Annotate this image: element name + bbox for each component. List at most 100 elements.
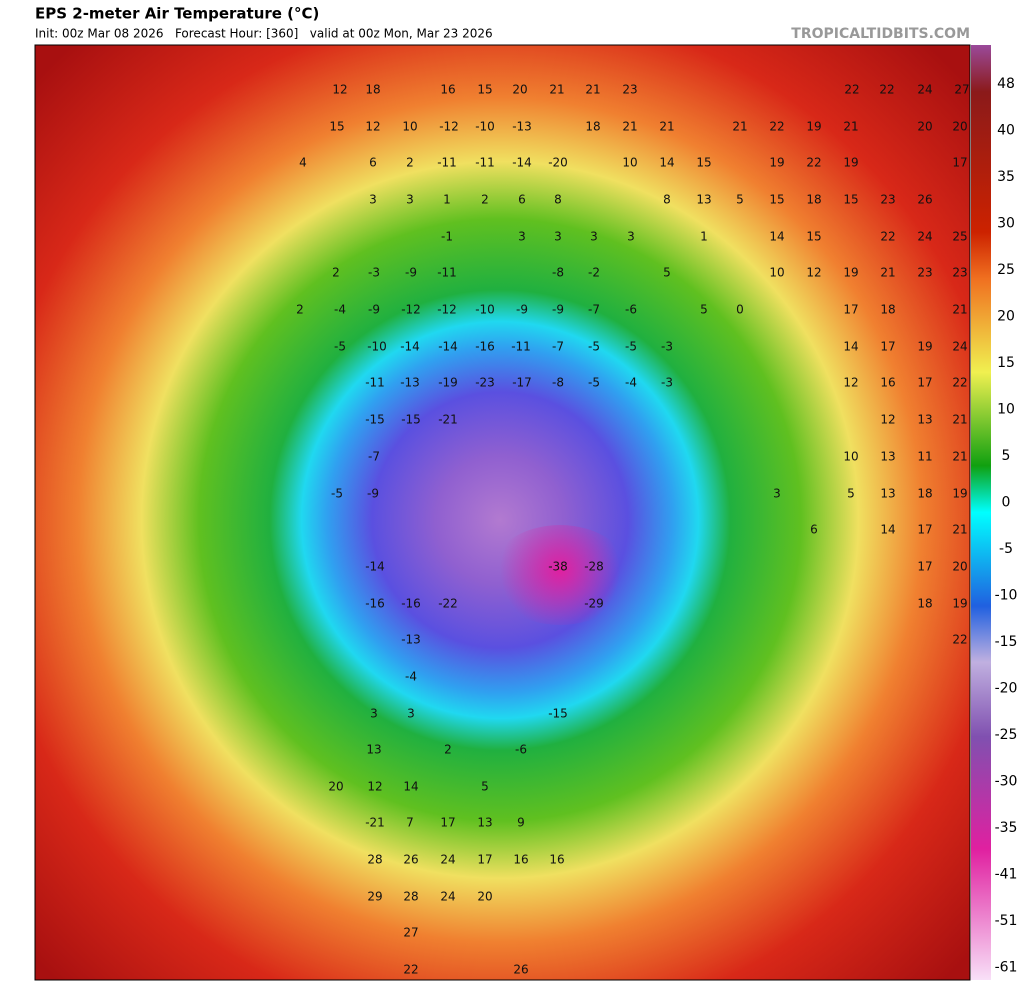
temperature-label: 17 [477,853,492,867]
temperature-label: -9 [516,303,528,317]
temperature-label: 21 [843,120,858,134]
temperature-label: 21 [952,523,967,537]
temperature-label: -12 [439,120,459,134]
colorbar-label: 20 [997,309,1015,325]
temperature-label: -21 [438,413,458,427]
temperature-label: 6 [369,156,377,170]
temperature-label: -8 [552,376,564,390]
temperature-label: 19 [843,156,858,170]
temperature-label: 28 [367,853,382,867]
temperature-label: 23 [880,193,895,207]
temperature-label: 21 [880,266,895,280]
temperature-label: -11 [511,340,531,354]
colorbar-label: -10 [995,588,1018,604]
temperature-label: -3 [661,340,673,354]
temperature-label: 15 [806,230,821,244]
temperature-label: 23 [952,266,967,280]
colorbar-label: 35 [997,169,1015,185]
temperature-label: 13 [880,487,895,501]
temperature-label: 2 [406,156,414,170]
temperature-label: -14 [400,340,420,354]
temperature-label: 13 [880,450,895,464]
temperature-label: -5 [334,340,346,354]
temperature-label: 7 [406,816,414,830]
temperature-label: -9 [367,487,379,501]
greenland-cold [490,525,630,625]
temperature-label: 3 [407,707,415,721]
temperature-label: 24 [440,890,455,904]
temperature-label: 5 [663,266,671,280]
temperature-label: 19 [952,597,967,611]
temperature-label: 5 [847,487,855,501]
temperature-label: 23 [622,83,637,97]
colorbar-label: -51 [995,913,1018,929]
temperature-label: 3 [518,230,526,244]
temperature-label: 21 [952,450,967,464]
colorbar-label: -20 [995,681,1018,697]
temperature-label: -12 [401,303,421,317]
temperature-label: 19 [806,120,821,134]
temperature-label: 1 [700,230,708,244]
temperature-label: 14 [880,523,895,537]
temperature-label: -5 [588,376,600,390]
temperature-label: 24 [917,83,932,97]
temperature-label: 16 [880,376,895,390]
temperature-label: -15 [548,707,568,721]
temperature-label: 29 [367,890,382,904]
temperature-label: 17 [952,156,967,170]
temperature-label: 12 [843,376,858,390]
temperature-label: -5 [588,340,600,354]
temperature-label: 21 [952,303,967,317]
temperature-label: -19 [438,376,458,390]
temperature-label: -29 [584,597,604,611]
temperature-label: 18 [880,303,895,317]
colorbar-label: 0 [1002,495,1011,511]
temperature-label: 14 [843,340,858,354]
temperature-label: 20 [477,890,492,904]
temperature-label: 15 [329,120,344,134]
temperature-label: 26 [403,853,418,867]
temperature-label: 20 [512,83,527,97]
temperature-label: 2 [296,303,304,317]
temperature-label: 18 [806,193,821,207]
temperature-label: -14 [365,560,385,574]
temperature-label: 14 [769,230,784,244]
temperature-label: -7 [552,340,564,354]
temperature-label: 24 [440,853,455,867]
temperature-label: 22 [952,376,967,390]
temperature-label: -3 [368,266,380,280]
temperature-label: -4 [625,376,637,390]
temperature-label: 18 [365,83,380,97]
temperature-label: 16 [513,853,528,867]
temperature-label: -16 [475,340,495,354]
temperature-label: -13 [400,376,420,390]
temperature-label: 21 [732,120,747,134]
temperature-label: 15 [769,193,784,207]
temperature-label: -28 [584,560,604,574]
temperature-label: 10 [622,156,637,170]
temperature-label: 20 [952,560,967,574]
temperature-label: -9 [368,303,380,317]
temperature-label: 21 [952,413,967,427]
temperature-label: 26 [917,193,932,207]
temperature-label: 6 [810,523,818,537]
temperature-label: -16 [401,597,421,611]
temperature-label: 10 [769,266,784,280]
temperature-label: 11 [917,450,932,464]
temperature-label: 20 [952,120,967,134]
temperature-label: -17 [512,376,532,390]
temperature-label: 17 [917,523,932,537]
colorbar [971,45,991,980]
temperature-label: -15 [401,413,421,427]
temperature-label: -6 [515,743,527,757]
temperature-label: 17 [843,303,858,317]
temperature-label: 15 [477,83,492,97]
colorbar-label: 5 [1002,448,1011,464]
temperature-label: 17 [440,816,455,830]
temperature-label: 8 [663,193,671,207]
temperature-label: 3 [773,487,781,501]
temperature-label: 23 [917,266,932,280]
temperature-label: 13 [917,413,932,427]
